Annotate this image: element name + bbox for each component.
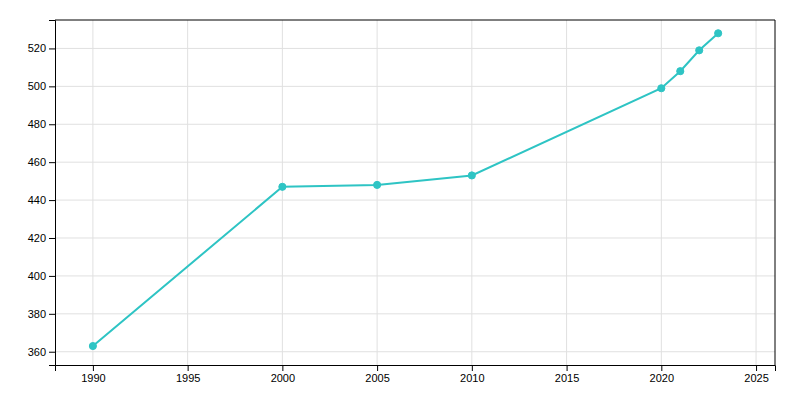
y-axis: 360 380 400 420 440 460 480 500 520 bbox=[28, 21, 56, 366]
tick-label: 420 bbox=[28, 232, 46, 244]
grid-line bbox=[55, 200, 775, 201]
tick-mark bbox=[188, 365, 189, 371]
tick: 360 bbox=[28, 346, 55, 358]
tick: 2015 bbox=[555, 365, 579, 384]
tick-label: 360 bbox=[28, 346, 46, 358]
tick: 400 bbox=[28, 270, 55, 282]
tick-mark bbox=[49, 48, 55, 49]
tick-mark bbox=[377, 365, 378, 371]
tick-label: 2005 bbox=[365, 372, 389, 384]
tick-label: 440 bbox=[28, 194, 46, 206]
tick-mark bbox=[49, 352, 55, 353]
tick-mark bbox=[567, 365, 568, 371]
tick-mark bbox=[49, 314, 55, 315]
grid-line bbox=[187, 20, 188, 365]
grid-line bbox=[55, 48, 775, 49]
tick: 1990 bbox=[81, 365, 105, 384]
tick-mark bbox=[49, 200, 55, 201]
tick-mark bbox=[49, 238, 55, 239]
marker bbox=[468, 172, 475, 179]
axis-line bbox=[56, 366, 776, 372]
frame-line bbox=[775, 20, 776, 365]
tick-label: 380 bbox=[28, 308, 46, 320]
tick: 420 bbox=[28, 232, 55, 244]
tick-mark bbox=[661, 365, 662, 371]
line bbox=[93, 33, 718, 346]
tick-label: 2020 bbox=[650, 372, 674, 384]
tick-mark bbox=[49, 276, 55, 277]
tick: 380 bbox=[28, 308, 55, 320]
grid-line bbox=[55, 237, 775, 238]
tick-label: 1990 bbox=[81, 372, 105, 384]
tick: 460 bbox=[28, 156, 55, 168]
grid-line bbox=[661, 20, 662, 365]
grid-line bbox=[566, 20, 567, 365]
marks bbox=[89, 30, 721, 350]
tick-mark bbox=[93, 365, 94, 371]
grid-line bbox=[55, 275, 775, 276]
grid-line bbox=[55, 313, 775, 314]
tick: 440 bbox=[28, 194, 55, 206]
grid bbox=[55, 20, 775, 365]
plot: 1990 1995 2000 2005 2010 2015 2020 2025 360 380 40… bbox=[28, 20, 776, 384]
chart: 1990 1995 2000 2005 2010 2015 2020 2025 360 380 40… bbox=[0, 0, 800, 400]
grid-line bbox=[377, 20, 378, 365]
marker bbox=[89, 342, 96, 349]
grid-line bbox=[55, 124, 775, 125]
tick-label: 460 bbox=[28, 156, 46, 168]
tick: 1995 bbox=[176, 365, 200, 384]
tick-mark bbox=[49, 124, 55, 125]
tick-mark bbox=[472, 365, 473, 371]
x-axis: 1990 1995 2000 2005 2010 2015 2020 2025 bbox=[56, 365, 776, 384]
grid-line bbox=[471, 20, 472, 365]
tick: 520 bbox=[28, 42, 55, 54]
marker bbox=[715, 30, 722, 37]
grid-line bbox=[92, 20, 93, 365]
tick-label: 1995 bbox=[176, 372, 200, 384]
grid-line bbox=[756, 20, 757, 365]
tick: 480 bbox=[28, 118, 55, 130]
grid-line bbox=[55, 162, 775, 163]
tick-label: 520 bbox=[28, 42, 46, 54]
grid-line bbox=[55, 351, 775, 352]
tick-label: 2000 bbox=[271, 372, 295, 384]
tick-label: 2025 bbox=[744, 372, 768, 384]
marker bbox=[374, 181, 381, 188]
marker bbox=[658, 85, 665, 92]
tick-mark bbox=[282, 365, 283, 371]
tick: 2005 bbox=[365, 365, 389, 384]
tick-label: 2010 bbox=[460, 372, 484, 384]
tick-label: 400 bbox=[28, 270, 46, 282]
axis-line bbox=[49, 21, 56, 366]
tick-mark bbox=[756, 365, 757, 371]
grid-line bbox=[55, 86, 775, 87]
marker bbox=[677, 68, 684, 75]
tick-label: 2015 bbox=[555, 372, 579, 384]
tick: 500 bbox=[28, 80, 55, 92]
marker bbox=[696, 47, 703, 54]
tick-mark bbox=[49, 86, 55, 87]
grid-line bbox=[282, 20, 283, 365]
frame-line bbox=[55, 20, 775, 21]
tick: 2000 bbox=[271, 365, 295, 384]
tick: 2010 bbox=[460, 365, 484, 384]
marker bbox=[279, 183, 286, 190]
tick: 2020 bbox=[650, 365, 674, 384]
tick-label: 480 bbox=[28, 118, 46, 130]
tick: 2025 bbox=[744, 365, 768, 384]
tick-label: 500 bbox=[28, 80, 46, 92]
tick-mark bbox=[49, 162, 55, 163]
